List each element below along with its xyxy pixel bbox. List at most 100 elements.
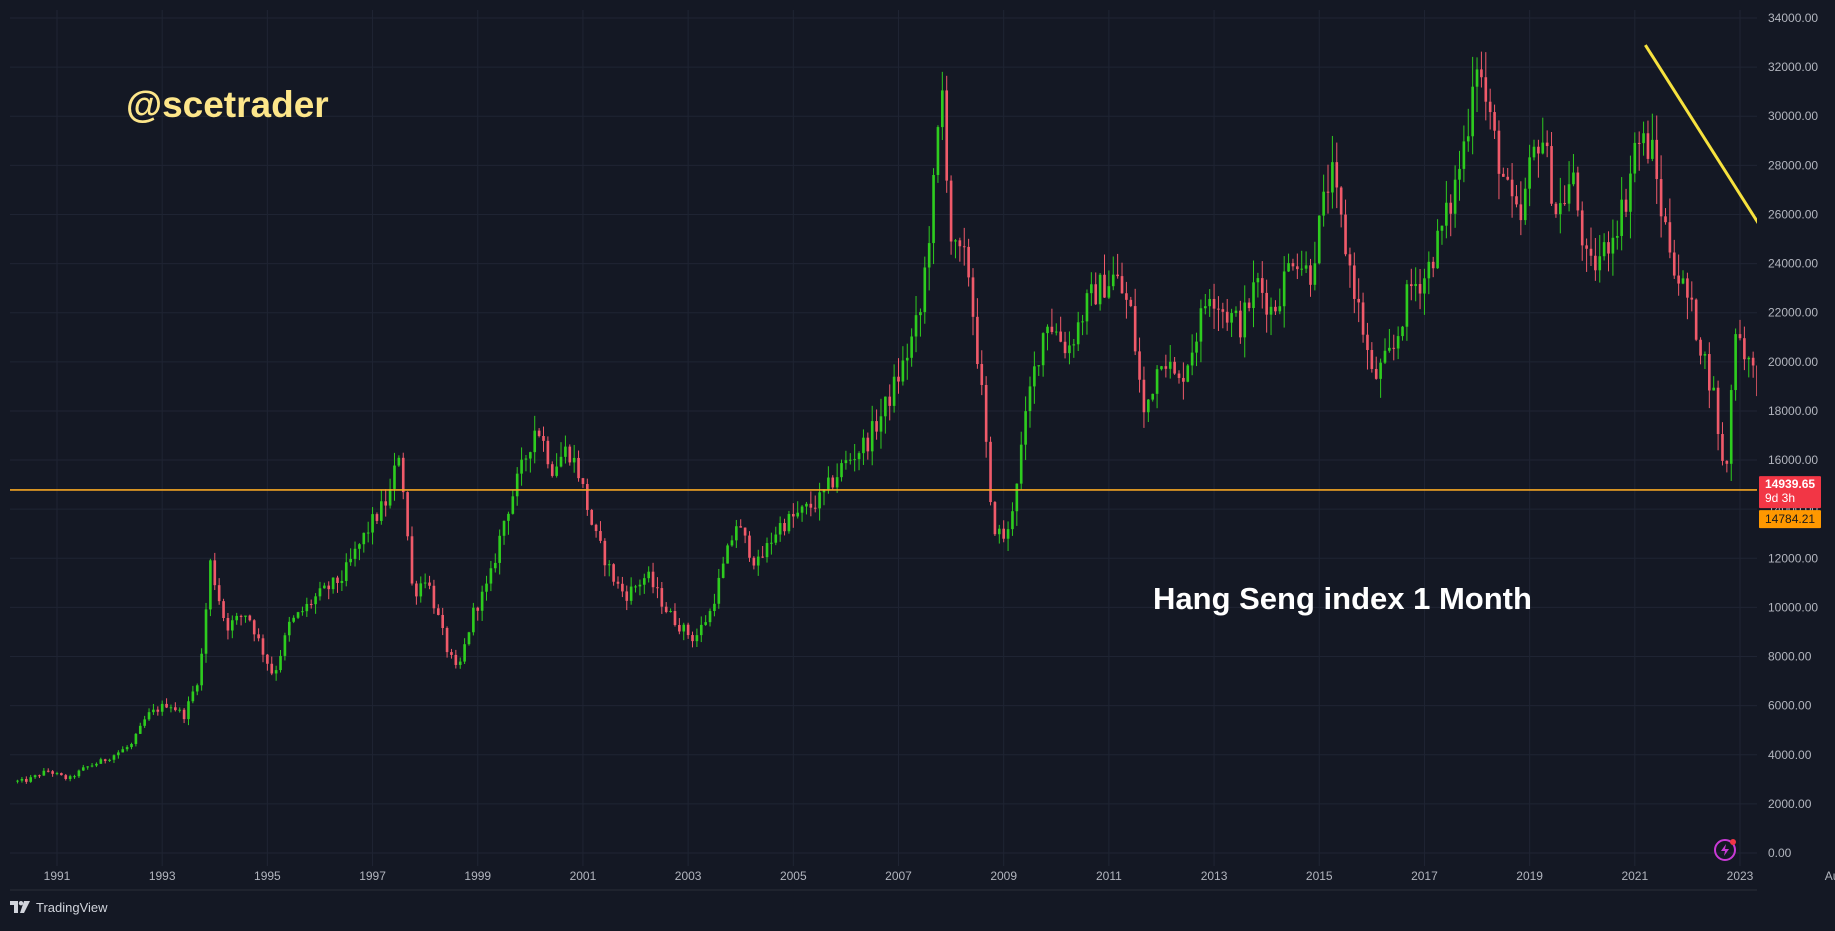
candle-body (344, 562, 348, 581)
candle-body (1729, 390, 1733, 464)
candle-body (770, 542, 773, 544)
candle-body (340, 580, 344, 584)
price-axis-label: 28000.00 (1768, 158, 1818, 172)
candle-body (739, 526, 743, 528)
candle-body (1466, 136, 1470, 142)
candle-body (1458, 168, 1461, 180)
candle-body (805, 503, 808, 507)
candle-body (664, 606, 668, 612)
candle-body (1068, 345, 1071, 354)
candle-body (537, 430, 541, 436)
candle-body (29, 777, 33, 782)
candle-body (1563, 203, 1567, 205)
candle-body (230, 620, 234, 631)
candle-body (660, 588, 664, 607)
price-axis-label: 2000.00 (1768, 797, 1812, 811)
candle-body (86, 766, 89, 768)
candle-body (1633, 142, 1637, 174)
candle-body (1541, 142, 1545, 154)
candle-body (831, 477, 835, 488)
candle-body (967, 246, 970, 278)
candle-body (844, 460, 848, 464)
candle-body (1287, 263, 1290, 272)
candle-body (879, 416, 883, 432)
candle-body (1331, 162, 1334, 193)
candle-body (783, 523, 786, 532)
candle-body (55, 773, 59, 775)
candle-body (884, 396, 887, 417)
candle-body (454, 654, 458, 665)
candle-body (1716, 387, 1720, 435)
candle-body (1107, 286, 1111, 298)
time-axis: 1991 1993 1995 1997 1999 2001 2003 2005 2007 2009… (10, 869, 1835, 891)
candle-body (1260, 278, 1264, 293)
candle-body (1655, 139, 1659, 180)
candle-body (1335, 162, 1339, 188)
candle-body (629, 586, 633, 601)
time-axis-label: 1995 (254, 869, 281, 883)
candle-body (1694, 299, 1698, 340)
brand-label: TradingView (36, 899, 108, 915)
candle-body (204, 609, 208, 654)
candle-body (467, 632, 471, 645)
candle-body (485, 583, 488, 592)
candle-body (217, 585, 221, 602)
candle-body (248, 615, 252, 621)
candle-body (401, 457, 405, 493)
candle-body (20, 778, 24, 781)
candle-body (1388, 347, 1391, 351)
price-axis-label: 20000.00 (1768, 355, 1818, 369)
candle-body (699, 624, 703, 636)
candle-body (621, 583, 624, 592)
candle-body (489, 568, 493, 584)
candle-body (980, 364, 984, 385)
candle-body (1712, 387, 1716, 391)
candle-body (1116, 274, 1119, 277)
time-axis-label: 1993 (149, 869, 176, 883)
candle-body (283, 635, 287, 656)
candle-body (143, 719, 146, 726)
candle-body (498, 535, 501, 563)
candle-body (1173, 361, 1176, 374)
candle-body (1195, 341, 1198, 353)
lightning-icon[interactable] (1714, 839, 1736, 861)
time-axis-label: 2003 (675, 869, 702, 883)
candle-body (419, 583, 423, 597)
candle-body (1751, 357, 1755, 366)
candle-body (169, 707, 173, 709)
chart-annotation-title: Hang Seng index 1 Month (1153, 581, 1532, 616)
candle-body (1133, 306, 1137, 352)
candle-body (64, 775, 68, 779)
candle-body (279, 655, 282, 671)
candle-body (1738, 334, 1742, 339)
candle-body (1392, 347, 1396, 349)
candle-body (1050, 326, 1054, 332)
candle-body (213, 560, 217, 586)
candle-body (1383, 350, 1387, 363)
candle-body (1594, 255, 1597, 271)
candle-body (33, 775, 37, 778)
candle-body (1624, 199, 1628, 212)
candle-body (222, 601, 225, 618)
candle-body (962, 246, 966, 248)
candle-body (765, 543, 769, 558)
candle-body (1370, 350, 1374, 369)
candle-body (1138, 351, 1141, 380)
tradingview-brand[interactable]: TradingView (10, 896, 108, 918)
candle-body (910, 336, 913, 358)
candle-body (366, 532, 370, 534)
candle-body (1300, 268, 1304, 270)
time-axis-label: 2001 (570, 869, 597, 883)
candle-body (1488, 101, 1492, 113)
candle-body (1168, 361, 1172, 369)
candle-body (1506, 176, 1510, 180)
price-axis-label: 24000.00 (1768, 257, 1818, 271)
candle-body (1550, 146, 1553, 204)
candle-body (95, 763, 98, 766)
candle-body (717, 577, 721, 604)
candle-body (1379, 362, 1382, 379)
candle-body (586, 484, 589, 510)
